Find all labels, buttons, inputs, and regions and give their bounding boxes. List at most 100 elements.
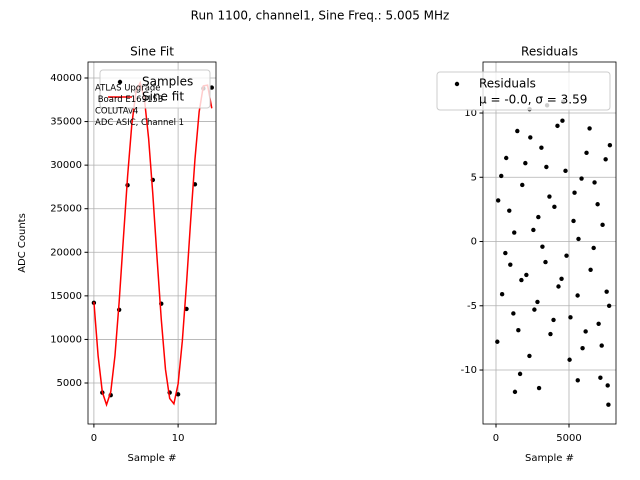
y-tick-label: 5000 [57, 378, 82, 389]
data-point [572, 190, 577, 195]
data-point [532, 307, 537, 312]
data-point [600, 222, 605, 228]
y-tick-label: 20000 [50, 247, 82, 258]
y-tick-label: 10000 [50, 334, 82, 345]
data-point [504, 155, 509, 161]
data-point [547, 194, 552, 199]
x-tick-label: 0 [493, 433, 499, 444]
annotation: COLUTAv4 [95, 107, 138, 117]
data-point [516, 327, 521, 333]
data-point [209, 85, 214, 90]
data-point [591, 245, 596, 251]
data-point [531, 227, 536, 233]
data-point [548, 331, 553, 337]
data-point [540, 244, 545, 249]
legend-label: Samples [142, 75, 193, 89]
x-axis-label: Sample # [525, 453, 574, 464]
data-point [598, 375, 603, 380]
data-point [583, 329, 588, 334]
legend-swatch [117, 79, 123, 85]
data-point [544, 164, 549, 170]
legend-swatch [454, 81, 460, 87]
data-point [606, 402, 611, 407]
data-point [499, 173, 504, 179]
legend-label: Residuals [479, 77, 536, 91]
plot-area [91, 80, 214, 408]
data-point [519, 277, 524, 283]
data-point [560, 118, 565, 123]
legend-stats: μ = -0.0, σ = 3.59 [479, 93, 587, 107]
data-point [508, 262, 513, 267]
data-point [599, 343, 604, 348]
data-point [592, 180, 597, 185]
y-tick-label: 25000 [50, 204, 82, 215]
x-tick-label: 0 [91, 433, 97, 444]
data-point [520, 182, 525, 188]
data-point [564, 253, 569, 258]
data-point [588, 267, 593, 272]
data-point [587, 126, 592, 131]
data-point [528, 135, 533, 140]
data-point [512, 389, 518, 395]
fit-line [93, 80, 213, 408]
data-point [563, 168, 568, 174]
data-point [555, 123, 560, 129]
y-tick-label: -10 [461, 365, 477, 376]
y-tick-label: 5 [471, 172, 477, 183]
data-point [495, 339, 500, 344]
annotation: ADC ASIC, Channel 1 [95, 118, 184, 128]
data-point [503, 250, 508, 256]
data-point [536, 214, 541, 220]
data-point [507, 208, 512, 213]
data-point [527, 353, 532, 359]
legend-box [99, 69, 211, 109]
data-point [535, 299, 540, 305]
data-point [575, 293, 580, 298]
data-point [580, 345, 585, 351]
data-point [551, 317, 556, 323]
data-point [543, 259, 548, 265]
data-point [517, 371, 523, 377]
data-point [556, 284, 561, 289]
data-point [515, 128, 520, 134]
plot-area [495, 99, 613, 407]
legend-label: Sine fit [142, 90, 184, 104]
data-point [511, 311, 516, 316]
data-point [607, 142, 613, 148]
y-tick-label: 0 [471, 237, 477, 248]
axes-title: Sine Fit [130, 45, 174, 59]
annotation: Board E169153 [95, 95, 163, 105]
figure-title: Run 1100, channel1, Sine Freq.: 5.005 MH… [191, 9, 450, 23]
data-point [579, 176, 584, 181]
data-point [606, 303, 612, 308]
annotation: ATLAS Upgrade [95, 84, 161, 94]
data-point [536, 385, 542, 391]
data-point [512, 230, 517, 235]
data-point [175, 392, 181, 397]
data-point [568, 315, 573, 320]
x-tick-label: 10 [172, 433, 185, 444]
data-point [576, 236, 581, 242]
x-tick-label: 5000 [556, 433, 581, 444]
y-tick-label: 35000 [50, 117, 82, 128]
data-point [595, 202, 600, 207]
axes-frame [482, 61, 617, 425]
y-tick-label: 15000 [50, 291, 82, 302]
y-tick-label: 40000 [50, 73, 82, 84]
data-point [499, 292, 505, 297]
data-point [603, 157, 608, 162]
data-point [523, 160, 528, 166]
data-point [571, 218, 576, 224]
data-point [552, 204, 557, 210]
x-axis-label: Sample # [127, 453, 176, 464]
data-point [539, 145, 544, 150]
axes-title: Residuals [521, 45, 578, 59]
y-tick-label: 10 [464, 108, 477, 119]
data-point [596, 321, 601, 326]
axes-frame [87, 61, 217, 425]
data-point [575, 378, 580, 383]
data-point [584, 150, 589, 156]
y-tick-label: -5 [467, 301, 477, 312]
legend-box [436, 71, 611, 111]
